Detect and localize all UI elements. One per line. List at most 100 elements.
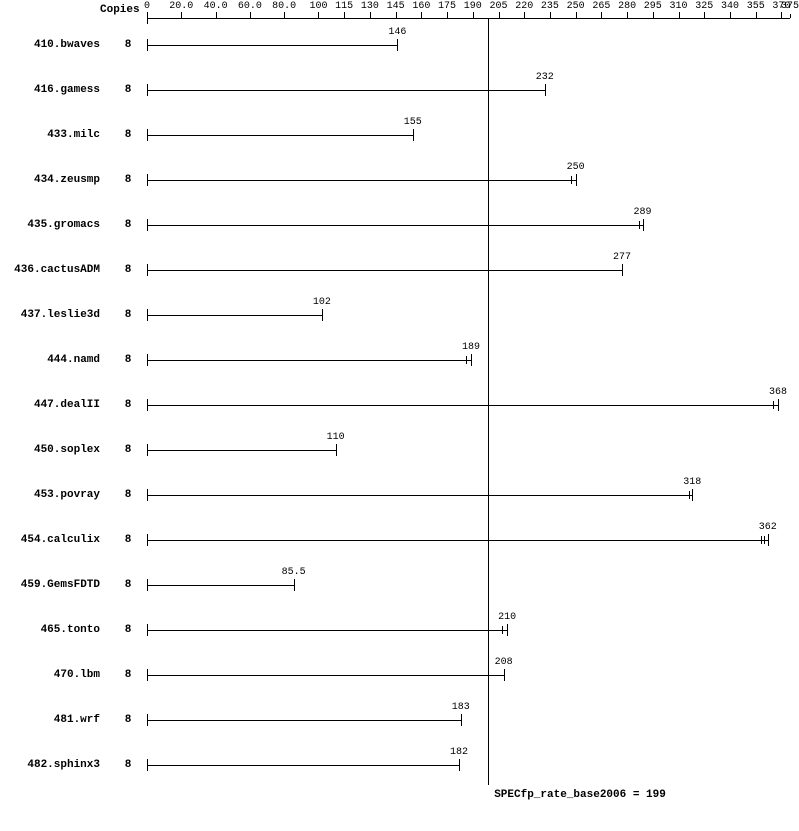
x-tick	[756, 12, 757, 18]
bar-line	[147, 765, 459, 766]
bar-line	[147, 270, 622, 271]
x-tick	[679, 12, 680, 18]
bar-marker	[571, 176, 572, 184]
bar-line	[147, 45, 397, 46]
x-tick	[473, 12, 474, 18]
bar-end-cap	[545, 84, 546, 96]
benchmark-name: 410.bwaves	[0, 39, 100, 51]
bar-value-label: 85.5	[282, 567, 306, 578]
y-axis-stub	[147, 18, 148, 24]
bar-marker	[466, 356, 467, 364]
x-tick	[216, 12, 217, 18]
benchmark-copies: 8	[118, 129, 138, 141]
bar-value-label: 368	[769, 387, 787, 398]
x-tick-label: 80.0	[272, 1, 296, 12]
x-tick-label: 130	[361, 1, 379, 12]
x-tick	[181, 12, 182, 18]
x-tick	[284, 12, 285, 18]
x-tick	[447, 12, 448, 18]
bar-marker	[773, 401, 774, 409]
x-tick	[576, 12, 577, 18]
bar-value-label: 250	[567, 162, 585, 173]
bar-value-label: 208	[495, 657, 513, 668]
bar-end-cap	[778, 399, 779, 411]
bar-value-label: 362	[759, 522, 777, 533]
bar-line	[147, 315, 322, 316]
benchmark-name: 481.wrf	[0, 714, 100, 726]
bar-value-label: 318	[683, 477, 701, 488]
benchmark-copies: 8	[118, 669, 138, 681]
x-tick-label: 160	[412, 1, 430, 12]
bar-marker	[761, 536, 762, 544]
x-axis-line	[147, 18, 790, 19]
bar-line	[147, 135, 413, 136]
benchmark-name: 416.gamess	[0, 84, 100, 96]
bar-end-cap	[459, 759, 460, 771]
benchmark-copies: 8	[118, 309, 138, 321]
bar-line	[147, 675, 504, 676]
x-tick	[370, 12, 371, 18]
bar-value-label: 189	[462, 342, 480, 353]
benchmark-name: 453.povray	[0, 489, 100, 501]
benchmark-name: 482.sphinx3	[0, 759, 100, 771]
bar-line	[147, 540, 768, 541]
x-tick	[396, 12, 397, 18]
bar-end-cap	[768, 534, 769, 546]
benchmark-copies: 8	[118, 444, 138, 456]
copies-header: Copies	[100, 4, 140, 16]
benchmark-name: 437.leslie3d	[0, 309, 100, 321]
bar-end-cap	[471, 354, 472, 366]
bar-line	[147, 360, 471, 361]
x-tick	[524, 12, 525, 18]
benchmark-name: 450.soplex	[0, 444, 100, 456]
benchmark-name: 434.zeusmp	[0, 174, 100, 186]
x-tick	[704, 12, 705, 18]
bar-value-label: 277	[613, 252, 631, 263]
benchmark-copies: 8	[118, 84, 138, 96]
benchmark-name: 433.milc	[0, 129, 100, 141]
bar-line	[147, 720, 461, 721]
benchmark-name: 454.calculix	[0, 534, 100, 546]
bar-value-label: 232	[536, 72, 554, 83]
x-tick	[550, 12, 551, 18]
bar-end-cap	[692, 489, 693, 501]
bar-line	[147, 630, 507, 631]
x-tick	[421, 12, 422, 18]
benchmark-copies: 8	[118, 174, 138, 186]
benchmark-copies: 8	[118, 534, 138, 546]
bar-value-label: 110	[327, 432, 345, 443]
bar-end-cap	[643, 219, 644, 231]
bar-line	[147, 225, 643, 226]
bar-value-label: 146	[388, 27, 406, 38]
bar-end-cap	[336, 444, 337, 456]
x-tick-label: 220	[515, 1, 533, 12]
bar-value-label: 210	[498, 612, 516, 623]
x-tick-label: 295	[644, 1, 662, 12]
benchmark-name: 470.lbm	[0, 669, 100, 681]
x-tick	[781, 12, 782, 18]
benchmark-copies: 8	[118, 624, 138, 636]
bar-marker	[764, 536, 765, 544]
benchmark-name: 447.dealII	[0, 399, 100, 411]
benchmark-copies: 8	[118, 579, 138, 591]
bar-end-cap	[504, 669, 505, 681]
bar-end-cap	[413, 129, 414, 141]
x-tick-label: 205	[489, 1, 507, 12]
bar-value-label: 102	[313, 297, 331, 308]
benchmark-name: 465.tonto	[0, 624, 100, 636]
x-tick-label: 355	[747, 1, 765, 12]
benchmark-name: 435.gromacs	[0, 219, 100, 231]
bar-line	[147, 90, 545, 91]
x-tick-label: 40.0	[204, 1, 228, 12]
bar-line	[147, 495, 692, 496]
x-tick-label: 265	[592, 1, 610, 12]
x-tick	[499, 12, 500, 18]
x-tick	[730, 12, 731, 18]
benchmark-copies: 8	[118, 399, 138, 411]
x-tick	[601, 12, 602, 18]
x-tick-label: 340	[721, 1, 739, 12]
bar-end-cap	[461, 714, 462, 726]
bar-line	[147, 450, 336, 451]
bar-line	[147, 405, 778, 406]
benchmark-copies: 8	[118, 219, 138, 231]
